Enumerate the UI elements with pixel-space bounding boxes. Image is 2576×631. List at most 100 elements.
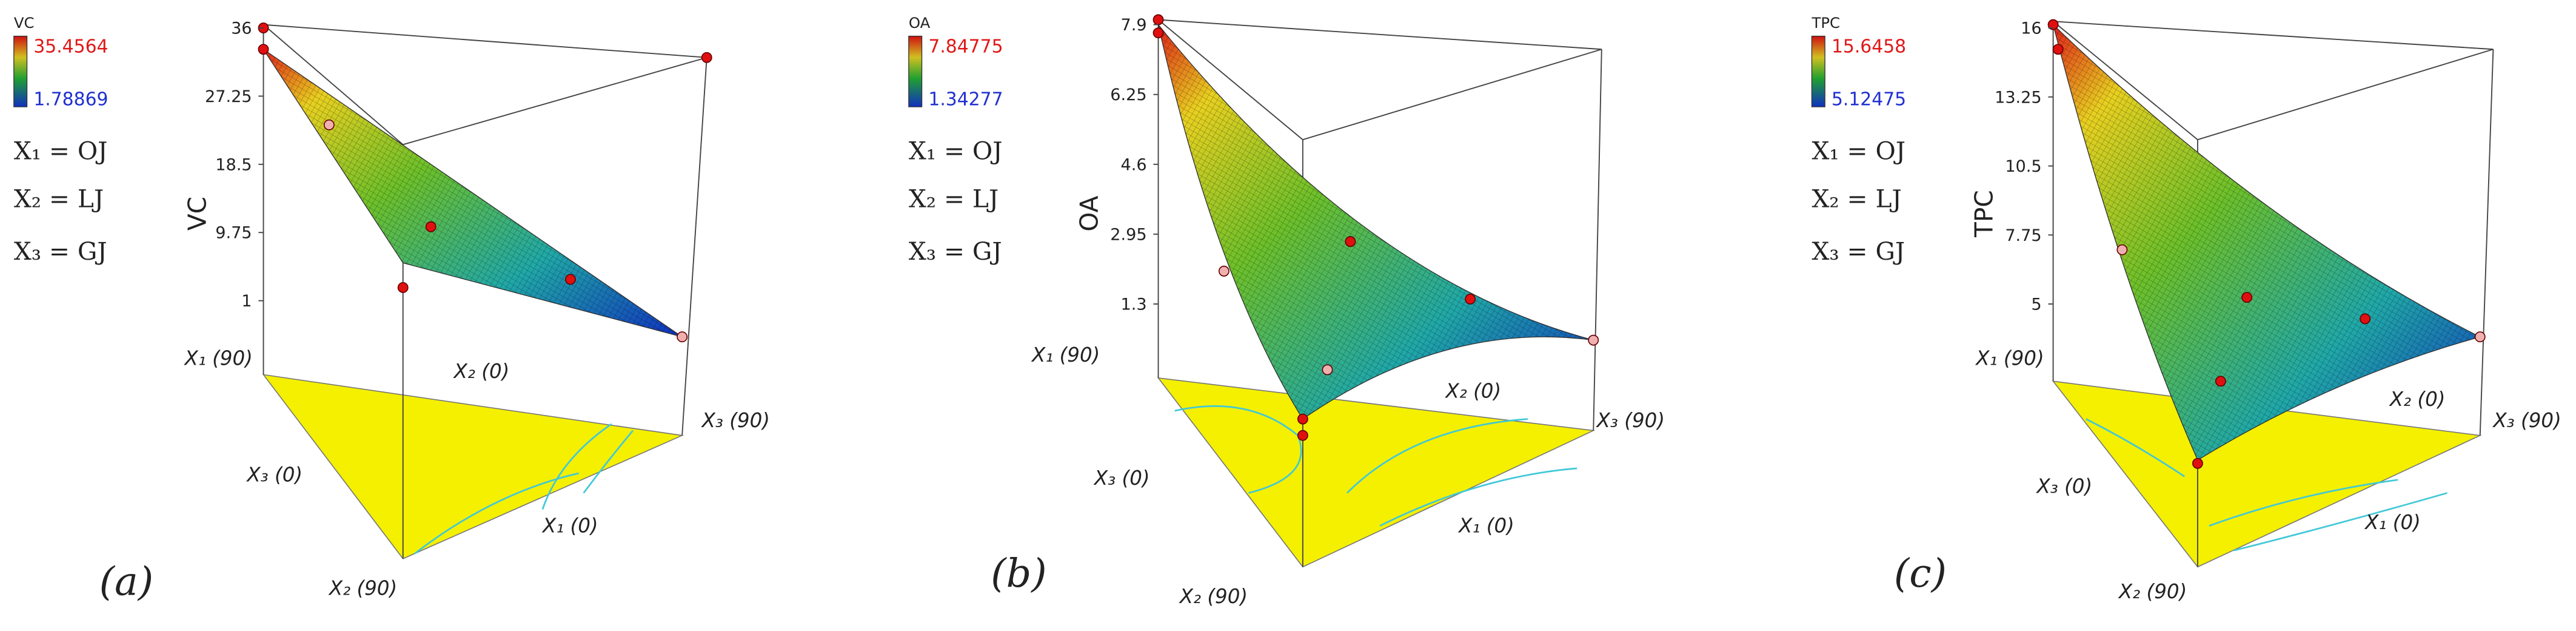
design-point [2192, 457, 2203, 469]
vertex-label: X₃ (0) [2035, 475, 2092, 498]
vertex-label: X₁ (90) [1031, 343, 1100, 366]
vertex-label: X₂ (90) [328, 576, 397, 599]
design-point [1345, 236, 1356, 248]
design-point [2241, 292, 2253, 303]
surface-mesh [263, 49, 683, 337]
vertex-label: X₂ (90) [2118, 580, 2187, 603]
panel-letter: (c) [1894, 551, 1947, 596]
vertex-label: X₂ (0) [1445, 379, 1502, 402]
design-point [397, 282, 409, 293]
box-edge [2479, 49, 2494, 436]
design-point [2360, 313, 2371, 325]
vertex-label: X₃ (0) [246, 464, 303, 487]
box-edge [403, 56, 708, 146]
z-tick-label: 5 [2031, 295, 2041, 314]
contour [2233, 492, 2447, 552]
design-point [425, 221, 437, 232]
definition: X₃ = GJ [1812, 237, 1905, 266]
definition: X₃ = GJ [14, 237, 107, 266]
design-point [323, 119, 335, 130]
vertex-label: X₂ (0) [453, 360, 510, 383]
design-point [1588, 334, 1599, 346]
legend-min: 5.12475 [1832, 89, 1906, 110]
design-point [677, 331, 688, 343]
z-tick-label: 18.5 [215, 155, 252, 174]
vertex-label: X₃ (90) [2492, 409, 2561, 432]
legend-max: 7.84775 [928, 36, 1003, 58]
legend-min: 1.34277 [928, 89, 1003, 110]
color-bar [1811, 35, 1825, 107]
vertex-label: X₁ (0) [2364, 511, 2421, 534]
vertex-label: X₁ (90) [1975, 346, 2044, 369]
z-tick-label: 27.25 [205, 87, 252, 106]
z-axis-label: OA [1074, 195, 1103, 231]
design-point [1218, 265, 1229, 277]
panel-letter: (a) [99, 559, 153, 604]
z-tick-label: 6.25 [1110, 86, 1146, 104]
design-point [701, 52, 712, 63]
vertex-label: X₂ (90) [1179, 585, 1248, 608]
box-edge [681, 57, 708, 436]
z-tick-label: 2.95 [1110, 225, 1146, 244]
design-point [565, 274, 576, 285]
legend-title: VC [14, 14, 35, 32]
contour [2086, 418, 2186, 477]
contour [541, 423, 612, 510]
vertex-label: X₃ (0) [1093, 467, 1150, 490]
definition: X₁ = OJ [909, 137, 1003, 166]
vertex-label: X₂ (0) [2389, 388, 2446, 411]
z-tick-label: 7.9 [1121, 16, 1147, 35]
box-edge [263, 24, 404, 146]
definition: X₁ = OJ [1812, 137, 1905, 166]
z-tick-label: 1.3 [1121, 295, 1147, 314]
box-edge [263, 24, 707, 58]
box-edge [1157, 19, 1303, 140]
design-point [2116, 244, 2128, 255]
vertex-label: X₃ (90) [701, 409, 770, 432]
design-point [1153, 27, 1164, 39]
z-tick-label: 7.75 [2005, 226, 2041, 245]
definition: X₃ = GJ [909, 237, 1002, 266]
z-tick-label: 4.6 [1121, 155, 1147, 174]
z-tick-label: 10.5 [2005, 157, 2041, 176]
box-edge [2197, 49, 2494, 141]
vertex-label: X₃ (90) [1596, 409, 1665, 432]
panel-letter: (b) [991, 551, 1046, 596]
z-tick-label: 1 [241, 292, 252, 311]
vertex-label: X₁ (90) [184, 346, 253, 369]
design-point [1153, 14, 1164, 25]
design-point [1465, 293, 1476, 305]
z-tick-label: 9.75 [215, 224, 252, 243]
legend-max: 35.4564 [33, 36, 108, 58]
panel: TPC 15.6458 5.12475 X₁ = OJ X₂ = LJ X₃ = GJ 16… [1811, 14, 2561, 603]
box-edge [1302, 49, 1602, 141]
definition: X₁ = OJ [14, 137, 108, 166]
definition: X₂ = LJ [14, 184, 104, 213]
legend-title: TPC [1811, 14, 1840, 32]
base-triangle [262, 374, 684, 559]
design-point [1297, 430, 1308, 441]
panel: OA 7.84775 1.34277 X₁ = OJ X₂ = LJ X₃ = GJ 7.9… [908, 14, 1665, 608]
design-point [2052, 44, 2064, 55]
legend-min: 1.78869 [33, 89, 108, 110]
definition: X₂ = LJ [909, 184, 999, 213]
z-axis-label: TPC [1969, 190, 1998, 238]
color-bar [13, 35, 28, 107]
box-edge [2052, 21, 2198, 140]
surface-mesh [2053, 24, 2480, 461]
contour [1379, 467, 1577, 527]
box-edge [2053, 21, 2494, 50]
vertex-label: X₁ (0) [1457, 515, 1514, 538]
design-point [2215, 376, 2226, 387]
design-point [258, 44, 269, 55]
z-tick-label: 13.25 [1995, 88, 2042, 107]
vertex-label: X₁ (0) [541, 515, 598, 538]
contour [2209, 479, 2398, 527]
z-tick-label: 16 [2021, 19, 2041, 38]
contour [583, 430, 634, 494]
design-point [1322, 364, 1333, 376]
legend-max: 15.6458 [1832, 36, 1906, 58]
box-edge [1158, 19, 1602, 50]
